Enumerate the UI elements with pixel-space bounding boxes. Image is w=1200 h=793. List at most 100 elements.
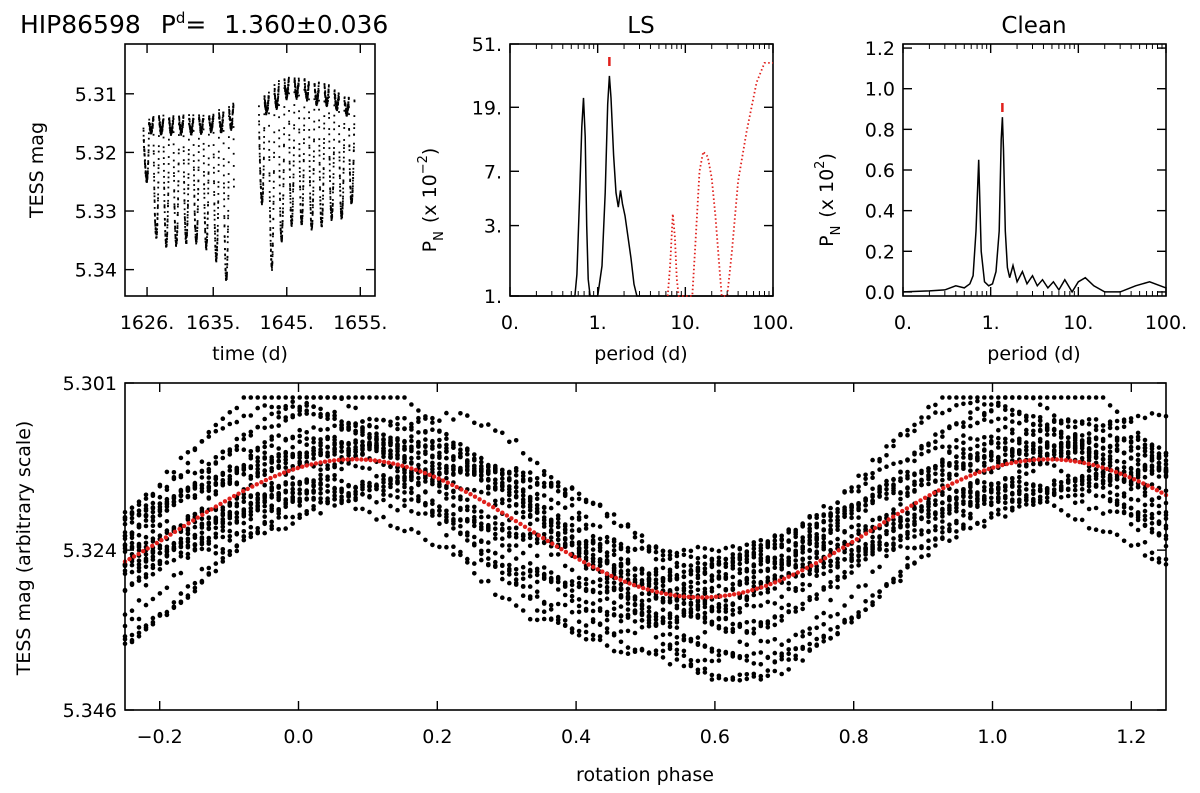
lc-point [342,168,345,171]
phase-point [486,548,491,554]
lc-point [217,156,220,159]
phase-point [1065,473,1071,479]
lc-point [277,93,280,96]
phase-point [339,466,344,472]
phase-point [493,559,498,565]
lc-point [302,203,304,206]
phase-point [527,531,533,537]
phase-point [828,627,833,632]
phase-point [143,492,149,498]
lc-point [223,236,226,238]
lc-point [220,130,223,133]
phase-point [814,615,819,620]
lc-point [159,124,162,126]
lc-point [299,210,302,213]
lc-point [173,189,176,192]
lc-point [169,126,171,129]
lc-point [323,83,326,85]
lc-point [298,94,300,97]
ls-ylabel-sup: −2 [416,155,431,174]
phase-point [206,461,212,467]
lc-point [308,117,311,119]
lc-point [185,242,188,244]
lc-point [298,154,301,157]
lc-point [232,104,235,107]
phase-point [304,454,310,460]
phase-point [772,650,778,656]
phase-point [1100,485,1106,490]
lc-point [180,133,183,136]
lc-point [194,233,197,236]
lc-point [277,87,280,89]
lc-point [333,147,335,149]
phase-point [1051,478,1057,484]
phase-point [129,569,135,575]
lc-point [268,180,271,182]
phase-point [954,529,959,534]
phase-point [1121,424,1127,430]
lc-point [183,202,186,205]
lc-point [272,180,275,183]
lc-point [164,234,167,237]
lc-point [296,91,299,94]
phase-point [961,451,966,456]
lc-point [267,104,270,107]
lc-point [205,241,208,244]
lc-point [177,170,180,173]
phase-point [1142,486,1148,491]
lc-point [324,93,326,95]
lc-point [230,125,233,128]
phase-point [143,506,149,512]
lc-point [316,98,319,101]
lc-point [291,219,294,222]
lc-point [156,204,159,207]
lc-point [146,180,148,183]
phase-point [744,658,750,663]
phase-point [304,488,310,493]
lc-point [302,188,305,191]
phase-point [891,443,896,449]
phase-point [171,604,177,610]
phase-point [814,636,819,642]
lc-point [283,106,286,108]
lc-point [186,224,189,227]
lc-point [318,108,320,111]
lc-point [163,211,166,214]
phase-point [248,493,254,498]
phase-point [751,603,757,609]
lc-point [322,194,324,197]
phase-point [807,522,812,528]
lc-point [309,204,312,206]
lc-point [217,136,220,139]
lc-point [277,89,280,92]
lc-point [163,175,165,178]
phase-point [513,438,519,443]
phase-point [1128,513,1134,518]
phase-point [150,571,156,577]
lc-point [297,77,300,80]
lc-point [193,188,196,191]
phase-point [849,551,854,557]
lc-point [307,82,310,85]
phase-point [639,598,645,604]
lc-point [353,100,356,103]
lc-point [198,116,201,118]
phase-point [625,568,631,573]
lc-point [308,154,311,157]
lc-point [152,118,155,120]
phase-point [262,519,268,525]
lc-point [154,221,157,224]
phase-point [513,567,519,572]
lc-point [341,207,344,210]
lc-point [203,192,206,195]
phase-point [996,395,1001,400]
phase-point [1010,427,1015,433]
lc-point [232,106,235,109]
phase-point [185,584,191,589]
lc-point [212,117,215,120]
lc-point [287,80,290,83]
lc-point [224,254,227,257]
lc-point [284,88,287,90]
lc-point [223,186,225,189]
lc-point [173,179,175,182]
